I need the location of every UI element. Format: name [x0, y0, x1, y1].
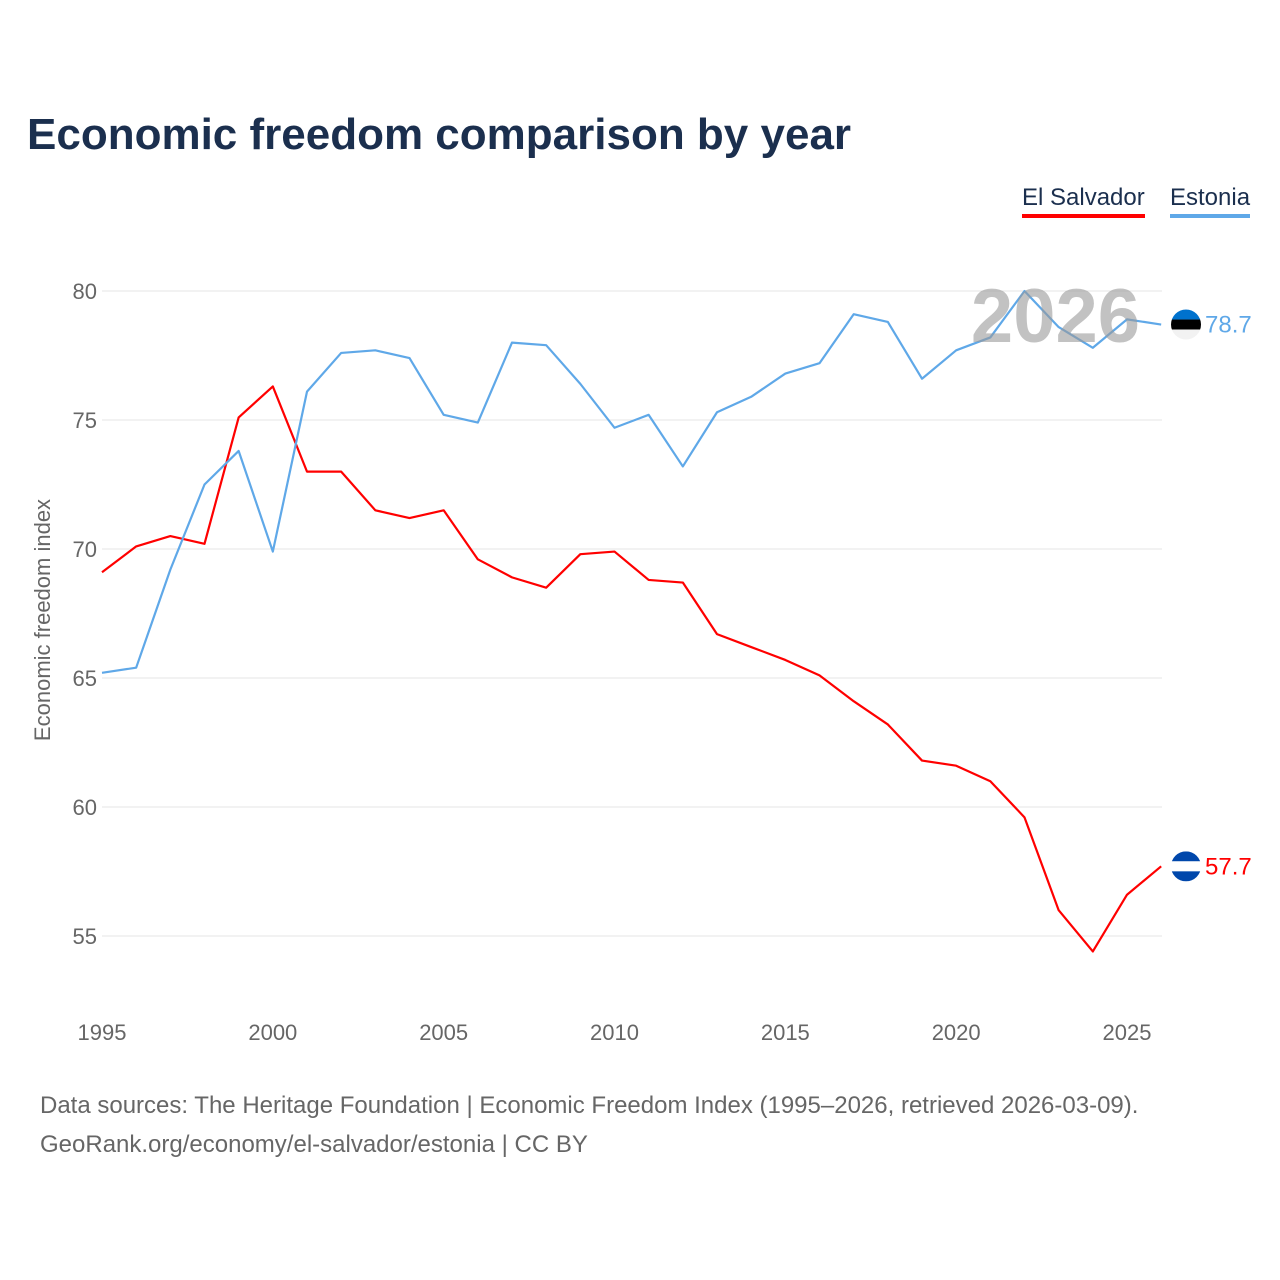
- series-line-estonia: [101, 289, 1162, 674]
- y-axis-label: Economic freedom index: [30, 499, 55, 741]
- flag-stripe: [1171, 851, 1201, 862]
- x-tick-label: 2005: [419, 1020, 468, 1045]
- end-value-label: 78.7: [1205, 312, 1252, 339]
- x-tick-label: 2025: [1103, 1020, 1152, 1045]
- series-line-el-salvador: [101, 385, 1162, 953]
- y-tick-label: 75: [73, 408, 97, 433]
- legend-estonia[interactable]: Estonia: [1170, 184, 1251, 218]
- y-tick-label: 65: [73, 666, 97, 691]
- x-tick-label: 2015: [761, 1020, 810, 1045]
- flag-icon-el-salvador: [1171, 851, 1201, 882]
- flag-stripe: [1171, 319, 1201, 330]
- flag-stripe: [1171, 861, 1201, 872]
- end-value-label: 57.7: [1205, 853, 1252, 880]
- legend-el-salvador[interactable]: El Salvador: [1022, 184, 1145, 218]
- footer: Data sources: The Heritage Foundation | …: [40, 1086, 1138, 1164]
- y-tick-label: 70: [73, 537, 97, 562]
- flag-stripe: [1171, 871, 1201, 882]
- y-tick-label: 80: [73, 279, 97, 304]
- year-watermark: 2026: [971, 274, 1140, 359]
- x-tick-label: 2010: [590, 1020, 639, 1045]
- flag-icon-estonia: [1171, 309, 1201, 340]
- y-tick-label: 55: [73, 924, 97, 949]
- source-link[interactable]: GeoRank.org/economy/el-salvador/estonia …: [40, 1131, 588, 1158]
- chart-title: Economic freedom comparison by year: [27, 110, 852, 159]
- flag-stripe: [1171, 309, 1201, 320]
- x-tick-label: 1995: [78, 1020, 127, 1045]
- y-tick-label: 60: [73, 795, 97, 820]
- flag-stripe: [1171, 329, 1201, 340]
- source-text: Data sources: The Heritage Foundation | …: [40, 1092, 1139, 1119]
- x-tick-label: 2000: [248, 1020, 297, 1045]
- x-tick-label: 2020: [932, 1020, 981, 1045]
- line-chart: 55 60 65 70 75 80 1995 2000 2005 2010 2015 2020 2025…: [30, 274, 1252, 1045]
